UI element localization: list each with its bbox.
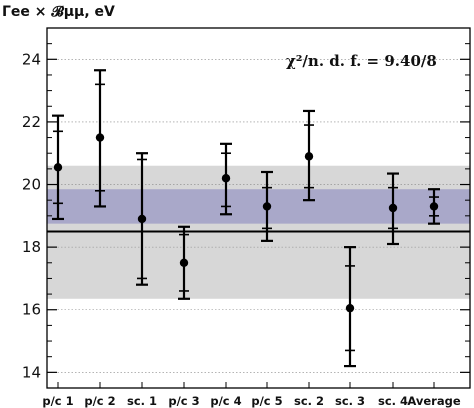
y-tick-label: 22 <box>22 113 41 131</box>
y-tick-label: 14 <box>22 363 41 381</box>
x-category-label: p/c 5 <box>251 394 282 408</box>
y-tick-label: 16 <box>22 301 41 319</box>
data-point <box>179 258 189 267</box>
x-category-label: p/c 1 <box>42 394 73 408</box>
data-point-group <box>344 246 356 368</box>
data-point-group <box>94 69 106 208</box>
data-point-group <box>136 152 148 286</box>
y-axis-label: Γee × 𝓑μμ, eV <box>2 4 115 20</box>
data-point-group <box>52 114 64 221</box>
plot-area: 14 16 18 20 22 24 p/c 1 p/c 2 sc. 1 p/c 3 p/c 4 p/c… <box>22 27 471 408</box>
y-tick-label: 24 <box>22 50 41 68</box>
data-point-group <box>387 172 399 246</box>
data-point-group <box>220 142 232 216</box>
chi2-annotation: χ²/n. d. f. = 9.40/8 <box>286 52 437 70</box>
x-category-label: sc. 2 <box>294 394 324 408</box>
data-point-group <box>428 188 440 225</box>
data-point-group <box>178 225 190 300</box>
data-point-group <box>303 109 315 202</box>
x-category-label: sc. 1 <box>127 394 157 408</box>
x-category-label: p/c 3 <box>168 394 199 408</box>
data-point <box>137 214 147 224</box>
plot-frame <box>46 27 471 389</box>
x-category-label: sc. 4 <box>378 394 408 408</box>
data-point <box>345 303 355 313</box>
data-point-group <box>261 170 273 242</box>
data-point <box>221 174 231 183</box>
data-point <box>429 202 439 211</box>
x-category-label: p/c 2 <box>84 394 115 408</box>
x-category-label: p/c 4 <box>210 394 241 408</box>
inner-band <box>47 189 470 224</box>
data-point <box>304 152 314 161</box>
data-point <box>388 203 398 213</box>
x-category-label: sc. 3 <box>335 394 365 408</box>
data-point <box>53 163 63 172</box>
x-category-label: Average <box>407 394 460 408</box>
y-tick-label: 18 <box>22 238 41 256</box>
data-point <box>95 133 105 142</box>
data-point <box>262 202 272 211</box>
y-tick-label: 20 <box>22 176 41 194</box>
